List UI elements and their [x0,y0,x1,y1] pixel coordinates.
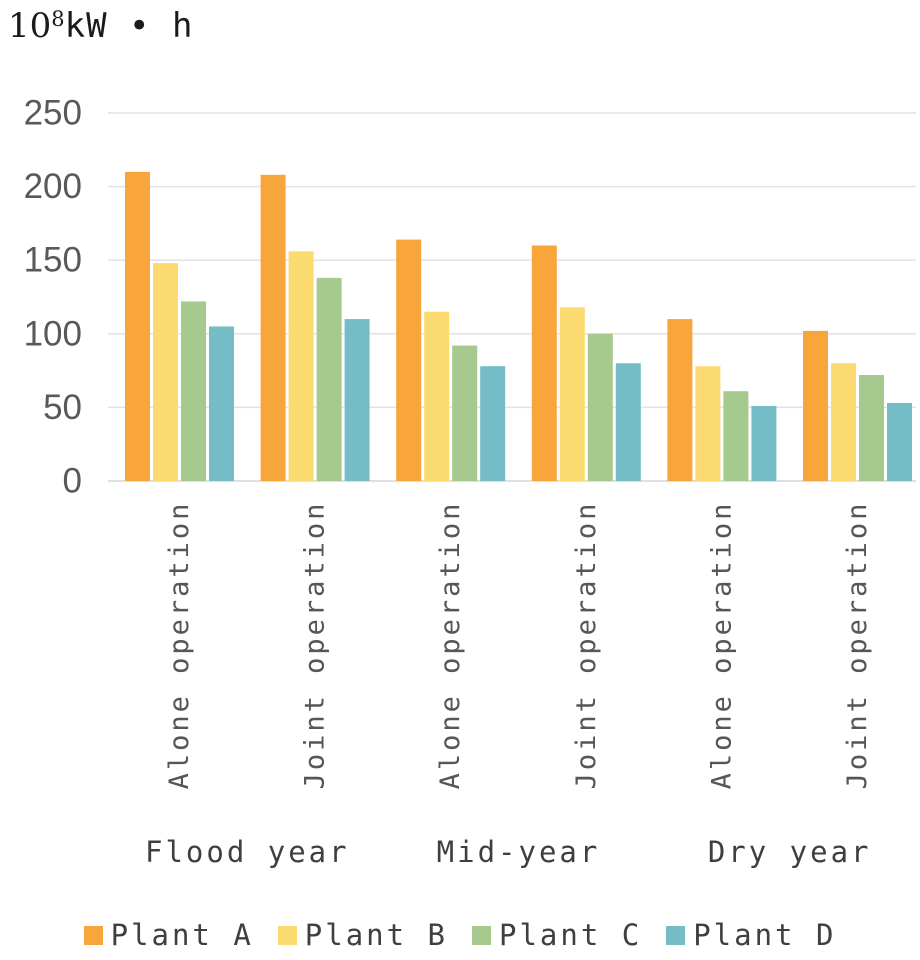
bar-plant-a-g2 [260,174,286,481]
bar-plant-d-g5 [751,405,777,481]
unit-base: 10 [8,6,52,46]
legend-label: Plant C [499,918,643,952]
group-label-dry-year: Dry year [708,835,872,869]
bar-plant-b-g5 [695,366,721,481]
bar-plant-d-g1 [209,326,234,481]
x-category-label-5: Alone operation [706,501,737,790]
chart-plot-area: 0 50 100 150 200 250 Alone operation Joint oper… [24,94,916,869]
x-category-label-1: Alone operation [164,501,195,790]
bar-plant-a-g6 [803,330,828,481]
legend-label: Plant B [304,918,448,952]
bar-plant-d-g6 [887,402,912,481]
bar-plant-a-g5 [667,319,693,481]
bar-plant-b-g4 [559,307,585,481]
bar-plant-a-g3 [396,239,422,481]
legend-label: Plant A [110,918,254,952]
y-tick-label-100: 100 [24,314,82,353]
bar-plant-b-g1 [153,263,178,481]
legend-label: Plant D [693,918,837,952]
legend-swatch-icon [666,925,686,945]
chart-legend: Plant A Plant B Plant C Plant D [0,918,920,952]
group-label-mid-year: Mid-year [437,835,601,869]
bar-plant-b-g3 [424,311,450,481]
legend-item-plant-a: Plant A [83,918,254,952]
bar-plant-b-g2 [288,251,314,481]
legend-swatch-icon [277,925,297,945]
bar-plant-a-g1 [125,171,150,481]
legend-item-plant-b: Plant B [277,918,448,952]
x-category-label-6: Joint operation [842,501,873,790]
bar-plant-d-g4 [615,363,641,481]
bar-plant-c-g2 [316,277,342,481]
y-tick-label-150: 150 [24,241,82,280]
bar-plant-c-g5 [723,391,749,481]
unit-suffix: kW • h [64,6,194,46]
bar-plant-d-g2 [344,319,370,481]
bar-plant-c-g6 [859,375,884,481]
y-axis-unit-label: 108kW • h [8,6,193,50]
unit-exponent: 8 [51,7,65,31]
group-label-flood-year: Flood year [145,835,350,869]
bar-plant-c-g1 [181,301,206,481]
y-tick-label-50: 50 [43,388,82,427]
y-tick-label-0: 0 [63,462,82,501]
y-tick-label-250: 250 [24,94,82,133]
x-category-label-4: Joint operation [571,501,602,790]
x-category-label-3: Alone operation [435,501,466,790]
bar-plant-a-g4 [531,245,557,481]
legend-item-plant-c: Plant C [472,918,642,952]
legend-item-plant-d: Plant D [666,918,836,952]
bar-plant-c-g4 [587,333,613,481]
x-category-label-2: Joint operation [300,501,331,790]
bar-plant-d-g3 [480,366,506,481]
bar-plant-c-g3 [452,345,478,481]
legend-swatch-icon [83,925,103,945]
y-tick-label-200: 200 [24,167,82,206]
legend-swatch-icon [472,925,491,945]
bar-plant-b-g6 [831,363,856,481]
